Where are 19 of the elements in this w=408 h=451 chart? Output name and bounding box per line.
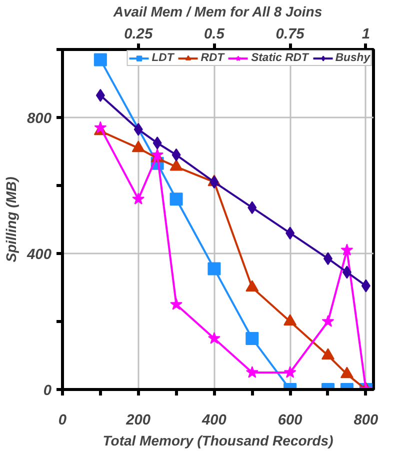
y-tick-label: 0 <box>43 383 52 399</box>
x-tick-label: 600 <box>278 412 304 428</box>
x-tick-label: 800 <box>354 412 379 428</box>
legend-label: RDT <box>200 52 224 64</box>
y-tick-label: 400 <box>26 247 52 263</box>
legend-label: Bushy <box>335 52 370 64</box>
x2-tick-label: 0.25 <box>124 26 154 42</box>
x-tick-label: 0 <box>58 412 68 428</box>
x2-tick-label: 1 <box>362 26 370 42</box>
x2-tick-label: 0.75 <box>276 26 306 42</box>
y-axis-title: Spilling (MB) <box>3 176 20 262</box>
x-tick-label: 400 <box>200 412 228 428</box>
x-axis-title: Total Memory (Thousand Records) <box>102 432 334 448</box>
legend-label: Static RDT <box>251 52 308 64</box>
x2-tick-label: 0.5 <box>204 26 226 42</box>
x2-axis-title: Avail Mem / Mem for All 8 Joins <box>112 4 322 20</box>
x-tick-label: 200 <box>125 412 152 428</box>
legend-label: LDT <box>152 52 174 64</box>
y-tick-label: 800 <box>27 111 52 127</box>
